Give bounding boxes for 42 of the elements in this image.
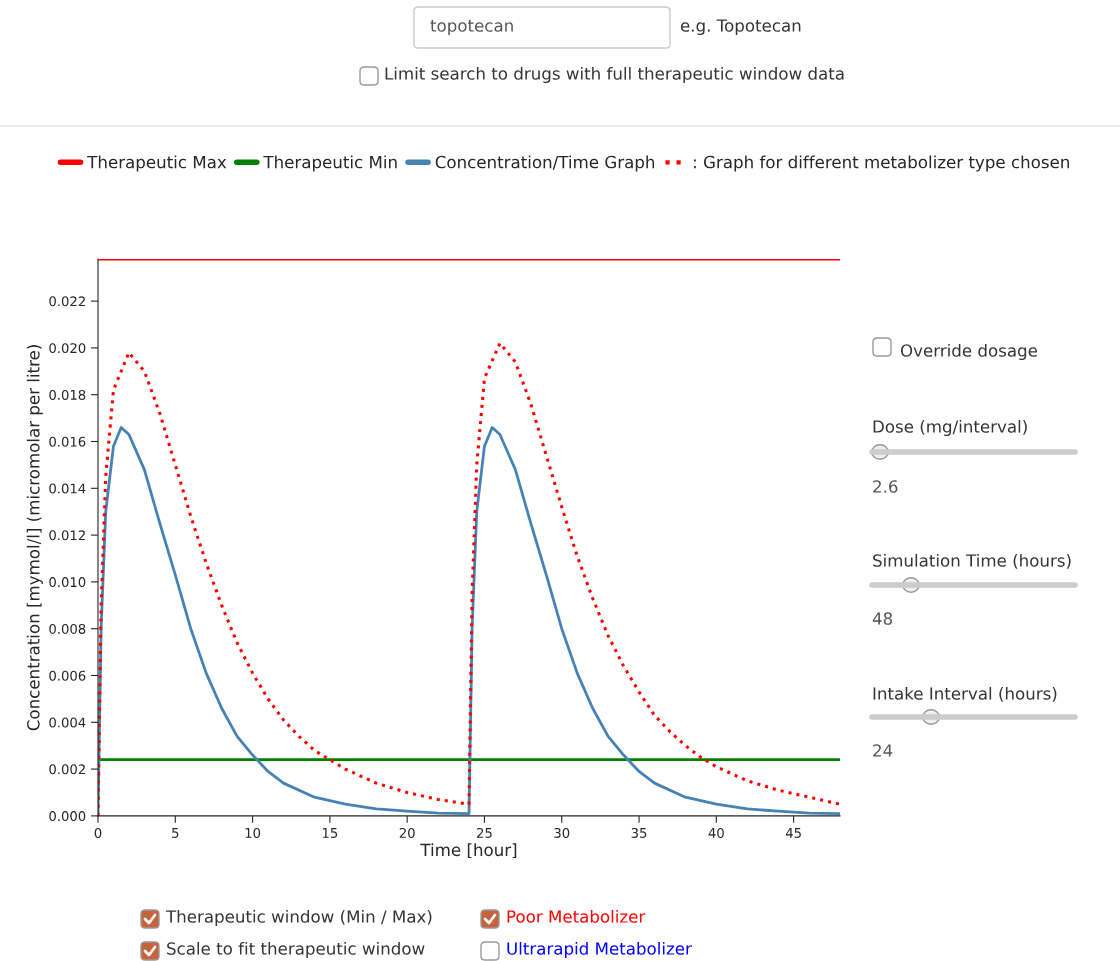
y-tick-label: 0.016	[49, 436, 86, 447]
y-axis-title: Concentration [mymol/l] (micromolar per litre)	[26, 345, 43, 731]
x-tick-label: 35	[631, 827, 647, 838]
text: Scale to fit therapeutic window	[167, 941, 425, 959]
y-tick-label: 0.000	[49, 811, 86, 822]
text: Dose (mg/interval)	[873, 419, 1027, 437]
y-tick-label: 0.004	[49, 717, 86, 728]
legend-label: : Graph for different metabolizer type chosen	[694, 155, 1069, 172]
x-tick-label: 40	[708, 827, 724, 838]
x-tick-label: 20	[399, 827, 415, 838]
text: e.g. Topotecan	[680, 19, 801, 36]
x-tick-label: 30	[554, 827, 570, 838]
text: Ultrarapid Metabolizer	[507, 941, 692, 959]
y-tick-label: 0.006	[49, 670, 86, 681]
y-tick-label: 0.008	[49, 623, 86, 634]
text: topotecan	[430, 19, 513, 36]
x-tick-label: 10	[245, 827, 261, 838]
text: 24	[873, 744, 893, 757]
x-tick-label: 5	[172, 828, 179, 838]
text: Poor Metabolizer	[507, 909, 646, 923]
y-tick-label: 0.022	[49, 296, 85, 307]
x-tick-label: 0	[94, 827, 102, 838]
legend-label: Therapeutic Max	[87, 155, 227, 172]
x-tick-label: 45	[785, 828, 801, 838]
y-tick-label: 0.010	[49, 577, 86, 588]
text: Simulation Time (hours)	[873, 553, 1071, 569]
legend-label: Concentration/Time Graph	[435, 155, 655, 172]
y-tick-label: 0.014	[49, 483, 86, 494]
y-tick-label: 0.012	[49, 530, 85, 541]
y-tick-label: 0.002	[49, 764, 85, 775]
text: Override dosage	[900, 343, 1038, 361]
legend-label: Therapeutic Min	[263, 155, 397, 172]
x-axis-title: Time [hour]	[420, 843, 517, 859]
text: Therapeutic window (Min / Max)	[165, 909, 432, 927]
y-tick-label: 0.018	[49, 389, 86, 400]
x-tick-label: 15	[322, 828, 338, 838]
text: Intake Interval (hours)	[873, 686, 1057, 702]
x-tick-label: 25	[477, 827, 492, 838]
text: 48	[872, 612, 893, 625]
text: Limit search to drugs with full therapeutic window data	[385, 66, 844, 84]
y-tick-label: 0.020	[49, 343, 86, 354]
text: 2.6	[873, 480, 898, 493]
